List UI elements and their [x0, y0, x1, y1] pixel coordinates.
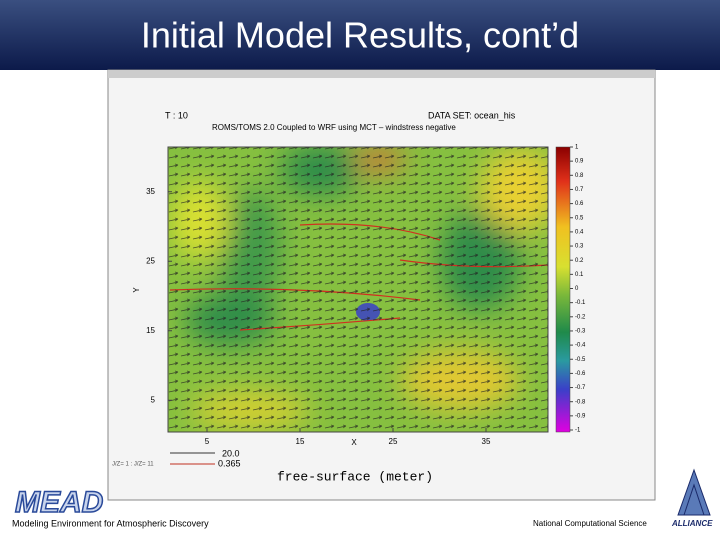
title-bar [0, 0, 720, 70]
dataset: DATA SET: ocean_his [428, 110, 516, 120]
variable: free-surface (meter) [277, 469, 433, 484]
vector-magnitude: 0.365 [218, 458, 241, 468]
y-tick-label: 5 [151, 395, 156, 404]
colorbar [555, 146, 571, 433]
plot-subtitle: ROMS/TOMS 2.0 Coupled to WRF using MCT –… [212, 123, 456, 132]
colorbar-tick-label: -0.5 [575, 357, 586, 363]
logo-left: MEAD [15, 486, 103, 519]
x-label: X [351, 438, 357, 447]
colorbar-tick-label: -0.9 [575, 413, 586, 419]
colorbar-tick-label: 0.4 [575, 229, 584, 235]
footer-right: National Computational Science [533, 519, 647, 528]
colorbar-tick-label: 0.5 [575, 215, 584, 221]
time-label: T : 10 [165, 110, 188, 120]
colorbar-tick-label: -0.1 [575, 300, 586, 306]
colorbar-tick-label: -0.4 [575, 343, 586, 349]
slice: J/Z= 1 : J/Z= 11 [112, 462, 154, 468]
colorbar-tick-label: -0.6 [575, 371, 586, 377]
colorbar-tick-label: -0.8 [575, 399, 586, 405]
slide-title: Initial Model Results, cont’d [141, 15, 579, 56]
x-tick-label: 25 [389, 437, 398, 446]
colorbar-tick-label: -0.7 [575, 385, 586, 391]
y-label: Y [132, 287, 141, 293]
x-tick-label: 35 [482, 437, 491, 446]
colorbar-tick-label: 1 [575, 145, 579, 151]
y-tick-label: 25 [146, 256, 155, 265]
window-titlebar [108, 70, 655, 78]
y-tick-label: 15 [146, 326, 155, 335]
colorbar-tick-label: 0.8 [575, 173, 584, 179]
colorbar-tick-label: 0.6 [575, 201, 584, 207]
footer-left: Modeling Environment for Atmospheric Dis… [12, 518, 209, 528]
colorbar-tick-label: 0 [575, 286, 579, 292]
colorbar-tick-label: 0.1 [575, 272, 584, 278]
x-tick-label: 5 [205, 437, 210, 446]
logo-right: ALLIANCE [671, 519, 713, 528]
colorbar-tick-label: 0.7 [575, 187, 584, 193]
vector-scale: 20.0 [222, 448, 240, 458]
plot-frame [167, 146, 549, 433]
y-tick-label: 35 [146, 187, 155, 196]
colorbar-tick-label: 0.2 [575, 258, 584, 264]
colorbar-tick-label: -1 [575, 428, 581, 434]
colorbar-tick-label: -0.3 [575, 329, 586, 335]
colorbar-tick-label: -0.2 [575, 314, 586, 320]
logo-right-mark [677, 468, 711, 516]
field [168, 147, 548, 432]
colorbar-tick-label: 0.9 [575, 159, 584, 165]
colorbar-tick-label: 0.3 [575, 244, 584, 250]
x-tick-label: 15 [296, 437, 305, 446]
